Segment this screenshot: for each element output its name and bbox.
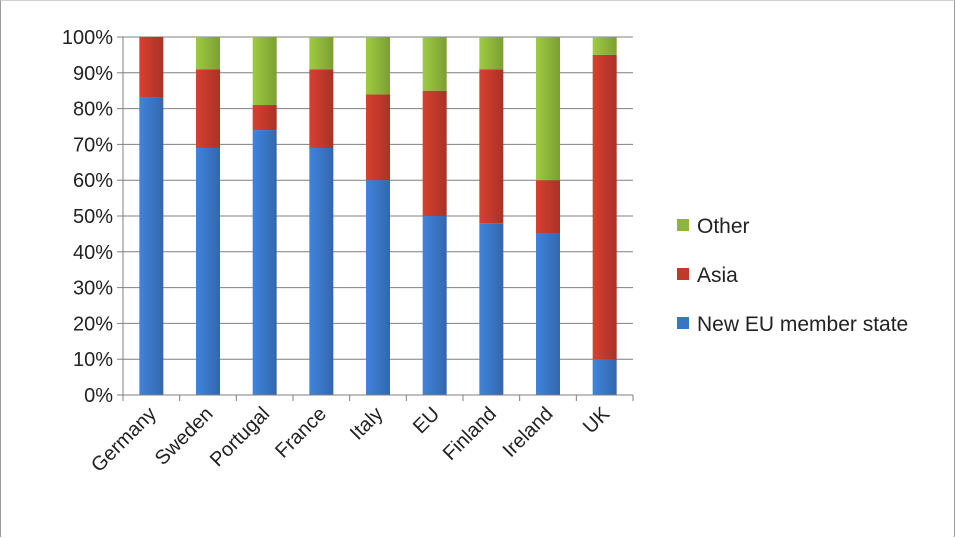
legend-swatch-asia <box>677 268 689 280</box>
bar-ireland-new-eu-member-state <box>536 233 560 395</box>
bar-germany-new-eu-member-state <box>139 97 164 396</box>
bar-france-new-eu-member-state <box>309 147 334 395</box>
bars <box>139 37 617 396</box>
x-category-label: Ireland <box>499 403 558 462</box>
y-tick-label: 60% <box>73 170 113 192</box>
y-tick-label: 10% <box>73 349 113 371</box>
legend-swatch-other <box>677 219 689 231</box>
x-category-label: Finland <box>439 403 501 465</box>
bar-ireland-other <box>536 37 560 181</box>
legend-label-new-eu-member-state: New EU member state <box>697 313 908 336</box>
bar-portugal-new-eu-member-state <box>252 130 277 395</box>
bar-finland-asia <box>479 69 504 224</box>
bar-finland-other <box>479 37 504 70</box>
y-tick-label: 70% <box>73 134 113 156</box>
y-tick-label: 20% <box>73 313 113 335</box>
y-tick-label: 50% <box>73 206 113 228</box>
bar-ireland-asia <box>536 180 560 234</box>
bar-italy-new-eu-member-state <box>366 180 390 395</box>
bar-italy-asia <box>366 94 390 181</box>
y-tick-label: 90% <box>73 63 113 85</box>
bar-uk-new-eu-member-state <box>592 359 617 395</box>
bar-italy-other <box>366 37 390 95</box>
bar-portugal-other <box>252 37 277 106</box>
y-tick-label: 80% <box>73 99 113 121</box>
bar-portugal-asia <box>252 105 277 131</box>
x-category-label: EU <box>409 403 444 438</box>
x-category-label: Italy <box>346 403 387 444</box>
bar-eu-other <box>422 37 447 91</box>
legend-swatch-new-eu-member-state <box>677 317 689 329</box>
axes <box>117 36 634 401</box>
y-tick-label: 30% <box>73 278 113 300</box>
bar-germany-asia <box>139 37 164 98</box>
bar-sweden-new-eu-member-state <box>196 147 220 395</box>
y-tick-label: 100% <box>62 27 113 49</box>
bar-finland-new-eu-member-state <box>479 223 504 395</box>
bar-uk-asia <box>592 54 617 360</box>
legend-label-asia: Asia <box>697 264 738 287</box>
bar-sweden-asia <box>196 69 220 148</box>
bar-sweden-other <box>196 37 220 70</box>
x-category-label: Germany <box>87 403 161 477</box>
legend-label-other: Other <box>697 215 750 238</box>
bar-eu-new-eu-member-state <box>422 216 447 395</box>
bar-france-asia <box>309 69 334 148</box>
y-tick-label: 40% <box>73 242 113 264</box>
y-tick-labels: 0% 10% 20% 30% 40% 50% 60% 70% 80% 90% 100% <box>62 27 113 407</box>
legend: Other Asia New EU member state <box>677 215 908 336</box>
bar-eu-asia <box>422 90 447 216</box>
bar-france-other <box>309 37 334 70</box>
x-category-label: France <box>271 403 331 463</box>
x-category-label: Sweden <box>151 403 218 470</box>
y-tick-label: 0% <box>84 385 113 407</box>
x-category-label: UK <box>579 403 615 439</box>
x-category-label: Portugal <box>206 403 274 471</box>
bar-uk-other <box>592 37 617 55</box>
